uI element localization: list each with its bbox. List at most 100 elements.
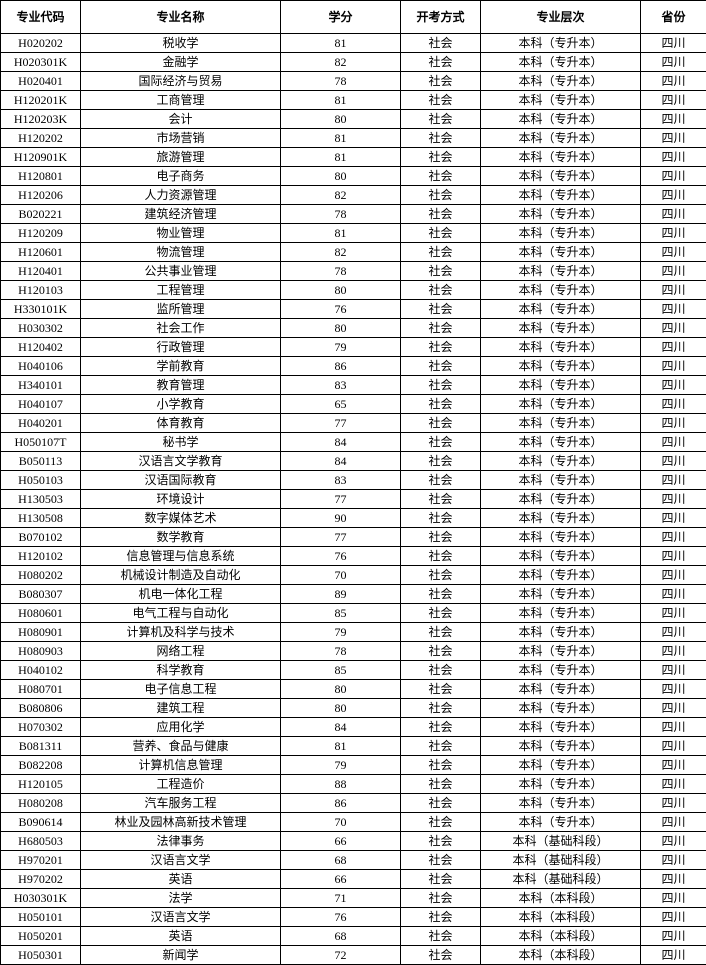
cell: 教育管理 (81, 376, 281, 395)
table-row: B080806建筑工程80社会本科（专升本）四川 (1, 699, 706, 718)
cell: 四川 (641, 813, 706, 832)
cell: 本科（本科段） (481, 889, 641, 908)
cell: B080307 (1, 585, 81, 604)
table-row: H050103汉语国际教育83社会本科（专升本）四川 (1, 471, 706, 490)
cell: 社会 (401, 91, 481, 110)
table-row: H050107T秘书学84社会本科（专升本）四川 (1, 433, 706, 452)
cell: 社会 (401, 813, 481, 832)
cell: 80 (281, 680, 401, 699)
cell: 本科（专升本） (481, 813, 641, 832)
cell: 四川 (641, 585, 706, 604)
cell: 本科（专升本） (481, 91, 641, 110)
cell: H120105 (1, 775, 81, 794)
table-row: B050113汉语言文学教育84社会本科（专升本）四川 (1, 452, 706, 471)
cell: 四川 (641, 319, 706, 338)
cell: 本科（专升本） (481, 72, 641, 91)
cell: B090614 (1, 813, 81, 832)
cell: 本科（专升本） (481, 224, 641, 243)
cell: 本科（专升本） (481, 129, 641, 148)
cell: 社会 (401, 357, 481, 376)
cell: 81 (281, 34, 401, 53)
cell: 86 (281, 357, 401, 376)
cell: 本科（专升本） (481, 433, 641, 452)
cell: H120402 (1, 338, 81, 357)
cell: 四川 (641, 908, 706, 927)
table-row: B020221建筑经济管理78社会本科（专升本）四川 (1, 205, 706, 224)
cell: H070302 (1, 718, 81, 737)
cell: 金融学 (81, 53, 281, 72)
cell: H970201 (1, 851, 81, 870)
cell: 建筑经济管理 (81, 205, 281, 224)
cell: 法学 (81, 889, 281, 908)
table-row: H050201英语68社会本科（本科段）四川 (1, 927, 706, 946)
cell: 社会 (401, 661, 481, 680)
cell: 本科（专升本） (481, 414, 641, 433)
cell: 四川 (641, 414, 706, 433)
cell: 社会 (401, 186, 481, 205)
cell: 四川 (641, 775, 706, 794)
cell: 四川 (641, 718, 706, 737)
cell: 本科（基础科段） (481, 851, 641, 870)
cell: H050101 (1, 908, 81, 927)
table-row: H040106学前教育86社会本科（专升本）四川 (1, 357, 706, 376)
cell: 社会 (401, 528, 481, 547)
cell: 本科（专升本） (481, 452, 641, 471)
table-row: B070102数学教育77社会本科（专升本）四川 (1, 528, 706, 547)
cell: 四川 (641, 376, 706, 395)
table-row: H020202税收学81社会本科（专升本）四川 (1, 34, 706, 53)
cell: 工程造价 (81, 775, 281, 794)
cell: 工程管理 (81, 281, 281, 300)
cell: 汽车服务工程 (81, 794, 281, 813)
cell: 本科（专升本） (481, 566, 641, 585)
cell: H120401 (1, 262, 81, 281)
cell: 数字媒体艺术 (81, 509, 281, 528)
cell: H330101K (1, 300, 81, 319)
cell: H120203K (1, 110, 81, 129)
cell: 四川 (641, 129, 706, 148)
cell: 英语 (81, 927, 281, 946)
cell: 本科（专升本） (481, 661, 641, 680)
cell: 本科（专升本） (481, 642, 641, 661)
table-row: H120206人力资源管理82社会本科（专升本）四川 (1, 186, 706, 205)
cell: 80 (281, 110, 401, 129)
cell: 建筑工程 (81, 699, 281, 718)
cell: 社会 (401, 566, 481, 585)
cell: 社会 (401, 262, 481, 281)
cell: H040107 (1, 395, 81, 414)
cell: 四川 (641, 661, 706, 680)
cell: 81 (281, 148, 401, 167)
cell: 物流管理 (81, 243, 281, 262)
cell: 70 (281, 566, 401, 585)
cell: 社会 (401, 34, 481, 53)
cell: H120102 (1, 547, 81, 566)
cell: 社会 (401, 471, 481, 490)
cell: 80 (281, 699, 401, 718)
cell: H050201 (1, 927, 81, 946)
cell: 社会 (401, 205, 481, 224)
cell: 四川 (641, 243, 706, 262)
cell: 计算机及科学与技术 (81, 623, 281, 642)
table-row: H340101教育管理83社会本科（专升本）四川 (1, 376, 706, 395)
cell: H040102 (1, 661, 81, 680)
cell: 机械设计制造及自动化 (81, 566, 281, 585)
cell: H120601 (1, 243, 81, 262)
cell: 本科（专升本） (481, 167, 641, 186)
cell: 社会 (401, 281, 481, 300)
cell: 83 (281, 376, 401, 395)
cell: 79 (281, 623, 401, 642)
cell: 本科（专升本） (481, 357, 641, 376)
majors-table: 专业代码专业名称学分开考方式专业层次省份 H020202税收学81社会本科（专升… (0, 0, 706, 965)
cell: 公共事业管理 (81, 262, 281, 281)
cell: 四川 (641, 186, 706, 205)
cell: 社会 (401, 167, 481, 186)
cell: 本科（专升本） (481, 262, 641, 281)
cell: 旅游管理 (81, 148, 281, 167)
cell: 89 (281, 585, 401, 604)
cell: 四川 (641, 851, 706, 870)
cell: 工商管理 (81, 91, 281, 110)
cell: 本科（专升本） (481, 300, 641, 319)
cell: 汉语国际教育 (81, 471, 281, 490)
table-row: B080307机电一体化工程89社会本科（专升本）四川 (1, 585, 706, 604)
table-row: H120103工程管理80社会本科（专升本）四川 (1, 281, 706, 300)
cell: 监所管理 (81, 300, 281, 319)
